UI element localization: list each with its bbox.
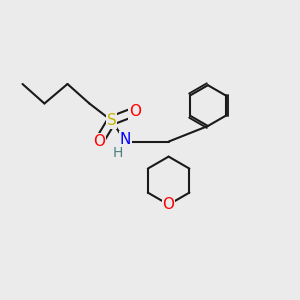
Text: O: O — [129, 104, 141, 119]
Text: H: H — [113, 146, 123, 160]
Text: N: N — [120, 132, 131, 147]
Text: O: O — [163, 197, 175, 212]
Text: S: S — [107, 113, 116, 128]
Text: O: O — [93, 134, 105, 149]
